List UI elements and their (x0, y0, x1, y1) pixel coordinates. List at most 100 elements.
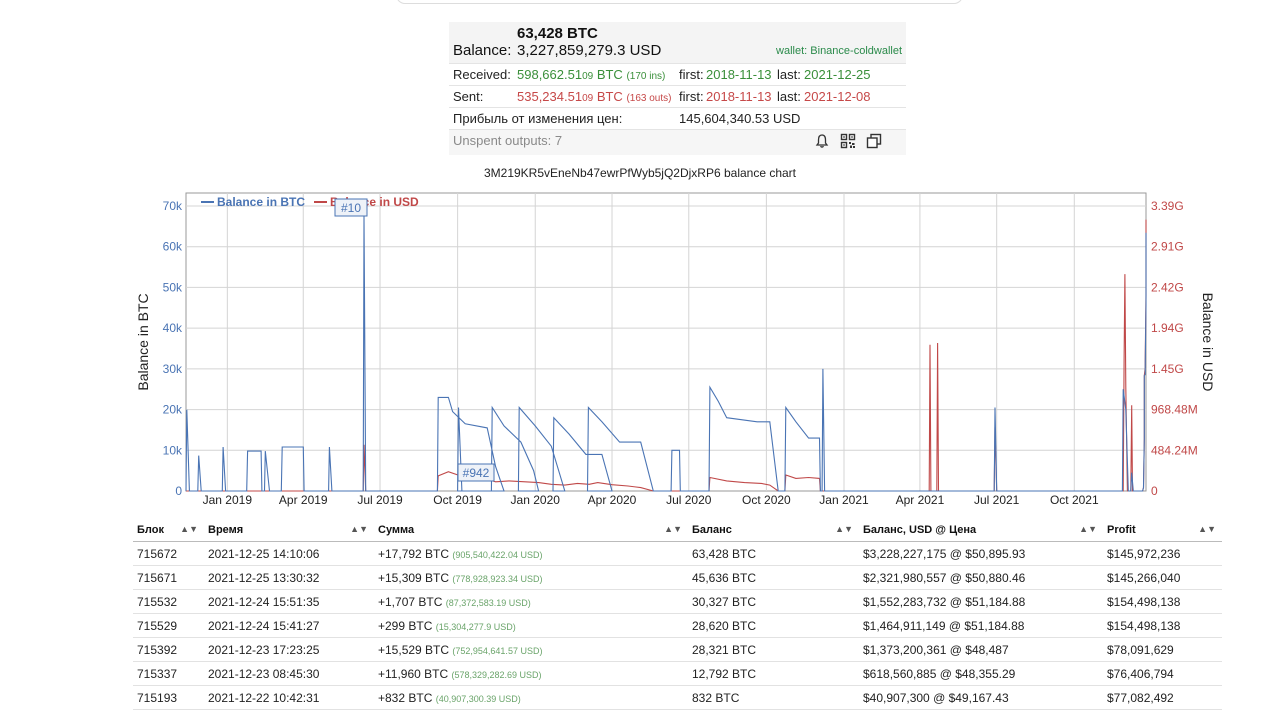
tx-time: 2021-12-24 15:41:27 (204, 613, 374, 638)
tx-balance: 63,428 BTC (688, 541, 859, 566)
profit-value: 145,604,340.53 USD (679, 111, 801, 126)
tx-balance: 28,321 BTC (688, 637, 859, 662)
x-tick-label: Oct 2019 (433, 493, 482, 507)
annotation-box (457, 463, 495, 482)
profit-label: Прибыль от изменения цен: (453, 111, 623, 126)
col-profit-header[interactable]: Profit ▲▼ (1103, 519, 1222, 542)
tx-amount: +832 BTC (40,907,300.39 USD) (374, 685, 688, 710)
sent-last-label: last: (777, 89, 801, 104)
block-link[interactable]: 715337 (133, 661, 204, 686)
y2-tick-label: 0 (1151, 484, 1158, 498)
address-summary: 63,428 BTC Balance: 3,227,859,279.3 USD … (449, 22, 906, 155)
legend-label-btc: Balance in BTC (217, 195, 305, 209)
y2-tick-label: 2.42G (1151, 280, 1184, 294)
tx-amount: +15,309 BTC (778,928,923.34 USD) (374, 565, 688, 590)
unspent-row: Unspent outputs: 7 (449, 129, 906, 155)
chart-title: 3M219KR5vEneNb47ewrPfWyb5jQ2DjxRP6 balan… (483, 166, 797, 180)
tx-amount: +15,529 BTC (752,954,641.57 USD) (374, 637, 688, 662)
annotation-box (334, 198, 368, 217)
table-row: 715529 2021-12-24 15:41:27 +299 BTC (15,30… (133, 613, 1222, 638)
tx-balance: 30,327 BTC (688, 589, 859, 614)
sent-first-date: 2018-11-13 (706, 89, 772, 104)
tx-time: 2021-12-23 17:23:25 (204, 637, 374, 662)
table-header-row: Блок ▲▼ Время ▲▼ Сумма ▲▼ Баланс ▲▼ Баланс, … (133, 519, 1222, 542)
x-tick-label: Jan 2020 (511, 493, 561, 507)
block-link[interactable]: 715672 (133, 541, 204, 566)
block-link[interactable]: 715532 (133, 589, 204, 614)
sort-icon[interactable]: ▲▼ (664, 524, 682, 534)
block-link[interactable]: 715392 (133, 637, 204, 662)
y2-tick-label: 1.45G (1151, 362, 1184, 376)
y-tick-label: 20k (163, 403, 183, 417)
sent-first-label: first: (679, 89, 704, 104)
y-tick-label: 40k (163, 321, 183, 335)
tx-profit: $154,498,138 (1103, 613, 1222, 638)
bell-icon[interactable] (814, 133, 830, 149)
col-balance-usd-header[interactable]: Баланс, USD @ Цена ▲▼ (859, 519, 1103, 542)
y-tick-label: 30k (163, 362, 183, 376)
block-link[interactable]: 715671 (133, 565, 204, 590)
sent-row: Sent: 535,234.5109 BTC (163 outs) first:… (449, 85, 906, 107)
col-block-header[interactable]: Блок ▲▼ (133, 519, 204, 542)
tx-time: 2021-12-24 15:51:35 (204, 589, 374, 614)
search-bar-edge[interactable] (396, 0, 963, 4)
tx-balance: 28,620 BTC (688, 613, 859, 638)
balance-btc: 63,428 BTC (517, 25, 598, 42)
y2-tick-label: 484.24M (1151, 443, 1198, 457)
sort-icon[interactable]: ▲▼ (835, 524, 853, 534)
wallet-tag[interactable]: wallet: Binance-coldwallet (776, 45, 902, 57)
annotation-label: #10 (341, 201, 361, 215)
tx-amount: +11,960 BTC (578,329,282.69 USD) (374, 661, 688, 686)
block-link[interactable]: 715193 (133, 685, 204, 710)
x-tick-label: Jul 2021 (974, 493, 1020, 507)
table-row: 715532 2021-12-24 15:51:35 +1,707 BTC (87,… (133, 589, 1222, 614)
x-tick-label: Jul 2020 (666, 493, 712, 507)
tx-amount: +1,707 BTC (87,372,583.19 USD) (374, 589, 688, 614)
y2-axis-label: Balance in USD (1200, 293, 1216, 392)
tx-profit: $145,266,040 (1103, 565, 1222, 590)
x-tick-label: Jan 2019 (203, 493, 253, 507)
profit-row: Прибыль от изменения цен: 145,604,340.53… (449, 107, 906, 129)
unspent-outputs[interactable]: Unspent outputs: 7 (453, 133, 563, 148)
x-tick-label: Jan 2021 (819, 493, 869, 507)
sort-icon[interactable]: ▲▼ (1198, 524, 1216, 534)
series-line-btc (185, 215, 1147, 492)
qr-code-icon[interactable] (840, 133, 856, 149)
balance-label: Balance: (453, 42, 512, 59)
received-label: Received: (453, 67, 511, 82)
balance-usd: 3,227,859,279.3 USD (517, 42, 662, 59)
received-last-label: last: (777, 67, 801, 82)
sort-icon[interactable]: ▲▼ (180, 524, 198, 534)
tx-balance-usd: $1,373,200,361 @ $48,487 (859, 637, 1103, 662)
tx-profit: $145,972,236 (1103, 541, 1222, 566)
sort-icon[interactable]: ▲▼ (350, 524, 368, 534)
tx-balance-usd: $1,464,911,149 @ $51,184.88 (859, 613, 1103, 638)
col-amount-header[interactable]: Сумма ▲▼ (374, 519, 688, 542)
block-link[interactable]: 715529 (133, 613, 204, 638)
received-row: Received: 598,662.5109 BTC (170 ins) fir… (449, 63, 906, 85)
sent-label: Sent: (453, 89, 484, 104)
col-balance-header[interactable]: Баланс ▲▼ (688, 519, 859, 542)
x-tick-label: Jul 2019 (357, 493, 403, 507)
tx-balance: 832 BTC (688, 685, 859, 710)
balance-chart[interactable]: Jan 2019 Apr 2019 Jul 2019 Oct 2019 Jan 2020… (0, 185, 1280, 515)
tx-balance: 12,792 BTC (688, 661, 859, 686)
tx-amount: +299 BTC (15,304,277.9 USD) (374, 613, 688, 638)
tx-profit: $154,498,138 (1103, 589, 1222, 614)
y-tick-label: 10k (163, 443, 183, 457)
tx-balance-usd: $3,228,227,175 @ $50,895.93 (859, 541, 1103, 566)
y-tick-label: 60k (163, 240, 183, 254)
received-last-date: 2021-12-25 (804, 67, 871, 82)
balance-header: 63,428 BTC Balance: 3,227,859,279.3 USD … (449, 22, 906, 63)
table-row: 715671 2021-12-25 13:30:32 +15,309 BTC (77… (133, 565, 1222, 590)
table-row: 715672 2021-12-25 14:10:06 +17,792 BTC (90… (133, 541, 1222, 566)
col-time-header[interactable]: Время ▲▼ (204, 519, 374, 542)
annotation-label: #942 (463, 466, 490, 480)
sent-last-date: 2021-12-08 (804, 89, 871, 104)
tx-balance: 45,636 BTC (688, 565, 859, 590)
tx-amount: +17,792 BTC (905,540,422.04 USD) (374, 541, 688, 566)
sent-amount: 535,234.5109 BTC (163 outs) (517, 89, 672, 104)
copy-icon[interactable] (866, 133, 882, 149)
y2-tick-label: 968.48M (1151, 403, 1198, 417)
sort-icon[interactable]: ▲▼ (1079, 524, 1097, 534)
